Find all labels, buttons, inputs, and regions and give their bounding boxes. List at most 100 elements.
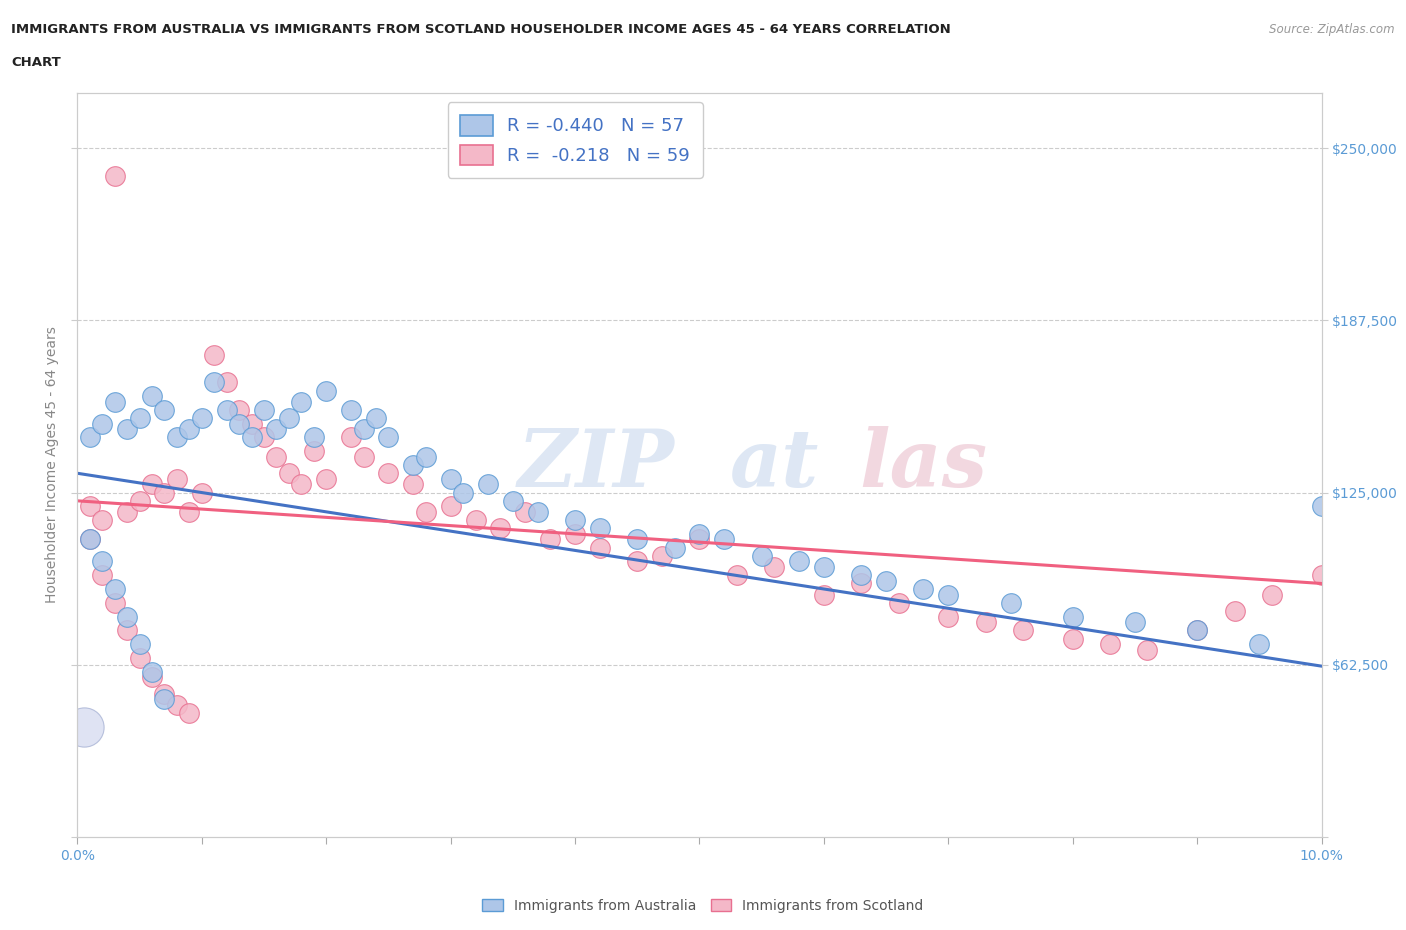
Point — [277, 411, 299, 426]
Point — [79, 498, 101, 513]
Point — [1000, 595, 1022, 610]
Point — [515, 504, 537, 519]
Point — [974, 615, 997, 630]
Point — [689, 532, 711, 547]
Point — [1187, 623, 1209, 638]
Point — [153, 692, 176, 707]
Point — [451, 485, 474, 500]
Point — [464, 512, 486, 527]
Point — [115, 421, 138, 436]
Point — [253, 403, 276, 418]
Point — [266, 421, 288, 436]
Point — [626, 554, 648, 569]
Legend: R = -0.440   N = 57, R =  -0.218   N = 59: R = -0.440 N = 57, R = -0.218 N = 59 — [447, 102, 703, 178]
Point — [166, 430, 188, 445]
Point — [228, 403, 250, 418]
Point — [1136, 643, 1159, 658]
Point — [91, 512, 114, 527]
Point — [128, 650, 150, 665]
Point — [440, 472, 463, 486]
Point — [938, 587, 960, 602]
Point — [340, 403, 363, 418]
Point — [526, 504, 548, 519]
Point — [564, 526, 586, 541]
Point — [91, 554, 114, 569]
Point — [128, 411, 150, 426]
Point — [315, 472, 337, 486]
Point — [191, 485, 214, 500]
Point — [564, 512, 586, 527]
Point — [141, 670, 163, 684]
Point — [302, 444, 325, 458]
Point — [725, 568, 748, 583]
Point — [166, 472, 188, 486]
Point — [228, 417, 250, 432]
Text: IMMIGRANTS FROM AUSTRALIA VS IMMIGRANTS FROM SCOTLAND HOUSEHOLDER INCOME AGES 45: IMMIGRANTS FROM AUSTRALIA VS IMMIGRANTS … — [11, 23, 950, 36]
Point — [141, 664, 163, 679]
Point — [266, 449, 288, 464]
Point — [763, 560, 786, 575]
Point — [340, 430, 363, 445]
Text: ZIP: ZIP — [517, 426, 675, 504]
Point — [302, 430, 325, 445]
Point — [128, 494, 150, 509]
Point — [713, 532, 735, 547]
Point — [887, 595, 910, 610]
Point — [202, 375, 225, 390]
Point — [153, 485, 176, 500]
Point — [415, 504, 437, 519]
Point — [1012, 623, 1035, 638]
Point — [875, 573, 897, 588]
Point — [402, 477, 425, 492]
Point — [290, 394, 312, 409]
Text: las: las — [859, 426, 987, 504]
Point — [353, 421, 375, 436]
Point — [315, 383, 337, 398]
Point — [1062, 631, 1084, 646]
Point — [153, 686, 176, 701]
Point — [787, 554, 810, 569]
Point — [253, 430, 276, 445]
Point — [104, 581, 127, 596]
Point — [502, 494, 524, 509]
Point — [912, 581, 935, 596]
Point — [215, 375, 238, 390]
Point — [104, 168, 127, 183]
Text: CHART: CHART — [11, 56, 60, 69]
Point — [477, 477, 499, 492]
Point — [1249, 637, 1271, 652]
Point — [538, 532, 561, 547]
Point — [589, 540, 612, 555]
Point — [938, 609, 960, 624]
Point — [364, 411, 387, 426]
Point — [489, 521, 512, 536]
Text: Source: ZipAtlas.com: Source: ZipAtlas.com — [1270, 23, 1395, 36]
Point — [813, 587, 835, 602]
Point — [141, 477, 163, 492]
Point — [1099, 637, 1122, 652]
Point — [179, 504, 201, 519]
Text: at: at — [730, 426, 818, 504]
Point — [153, 403, 176, 418]
Point — [128, 637, 150, 652]
Point — [1261, 587, 1284, 602]
Point — [240, 417, 263, 432]
Point — [104, 595, 127, 610]
Point — [440, 498, 463, 513]
Point — [290, 477, 312, 492]
Point — [851, 576, 873, 591]
Point — [589, 521, 612, 536]
Point — [1223, 604, 1246, 618]
Point — [651, 549, 673, 564]
Point — [377, 430, 399, 445]
Point — [202, 347, 225, 362]
Point — [179, 706, 201, 721]
Point — [1310, 498, 1333, 513]
Point — [79, 430, 101, 445]
Point — [91, 417, 114, 432]
Point — [104, 394, 127, 409]
Point — [377, 466, 399, 481]
Point — [141, 389, 163, 404]
Point — [1062, 609, 1084, 624]
Point — [115, 609, 138, 624]
